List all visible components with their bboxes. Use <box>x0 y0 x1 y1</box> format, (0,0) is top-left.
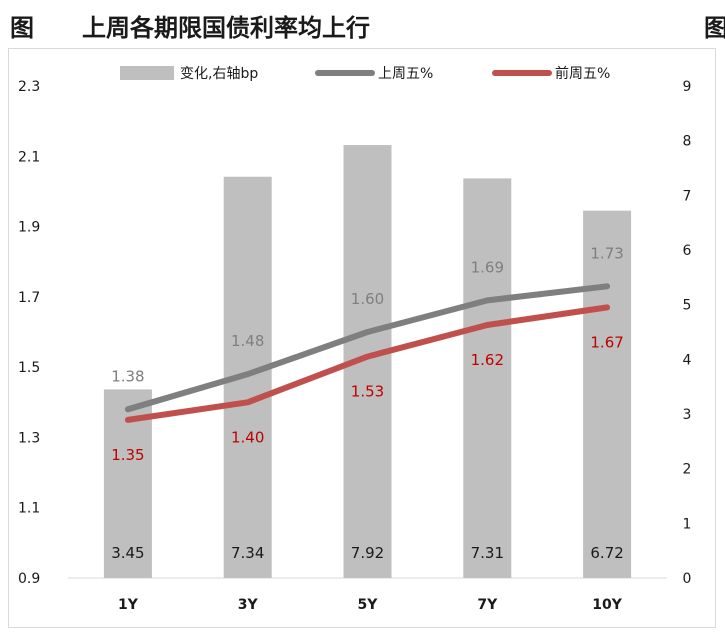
line-value-label-last-friday: 1.60 <box>351 290 384 308</box>
chart-title: 上周各期限国债利率均上行 <box>82 14 370 42</box>
left-axis-tick-label: 1.9 <box>18 220 40 236</box>
right-axis-tick-label: 5 <box>683 298 692 314</box>
bar-value-label: 3.45 <box>111 544 144 562</box>
bar-value-label: 7.92 <box>351 544 384 562</box>
right-axis-tick-label: 7 <box>683 188 692 204</box>
right-axis-tick-label: 1 <box>683 516 692 532</box>
line-value-label-prior-friday: 1.40 <box>231 428 264 446</box>
left-axis-tick-label: 0.9 <box>18 571 40 587</box>
next-figure-label: 图 <box>704 14 725 42</box>
line-value-label-prior-friday: 1.53 <box>351 383 384 401</box>
line-value-label-last-friday: 1.73 <box>590 244 623 262</box>
line-value-label-last-friday: 1.48 <box>231 332 264 350</box>
legend-label-bar: 变化,右轴bp <box>180 66 258 82</box>
bar-value-label: 7.34 <box>231 544 264 562</box>
legend-label-prior-friday: 前周五% <box>555 65 610 82</box>
line-value-label-last-friday: 1.38 <box>111 367 144 385</box>
x-axis-tick-label: 10Y <box>592 597 622 613</box>
bar <box>463 178 512 579</box>
left-axis-tick-label: 2.3 <box>18 79 40 95</box>
right-axis-tick-label: 6 <box>683 243 692 259</box>
figure-label: 图 <box>10 14 34 42</box>
bar-value-label: 6.72 <box>590 544 623 562</box>
left-axis-tick-label: 1.5 <box>18 360 40 376</box>
x-axis-tick-label: 5Y <box>358 597 379 613</box>
right-axis-tick-label: 9 <box>683 79 692 95</box>
chart-frame <box>8 48 716 628</box>
line-series-last-friday <box>124 283 611 413</box>
right-axis-tick-label: 8 <box>683 134 692 150</box>
x-axis-tick-label: 7Y <box>477 597 498 613</box>
left-axis-tick-label: 1.1 <box>18 501 40 517</box>
bar <box>583 210 632 578</box>
title-bar: 图 上周各期限国债利率均上行 图 <box>0 0 725 46</box>
line-value-label-prior-friday: 1.62 <box>471 351 504 369</box>
line-value-label-prior-friday: 1.67 <box>590 333 623 351</box>
x-axis-tick-label: 1Y <box>118 597 139 613</box>
right-axis-tick-label: 4 <box>683 352 692 368</box>
right-axis-tick-label: 3 <box>683 407 692 423</box>
x-axis-tick-label: 3Y <box>238 597 259 613</box>
legend-swatch-bar <box>120 66 174 80</box>
line-value-label-last-friday: 1.69 <box>471 258 504 276</box>
line-series-prior-friday <box>124 304 611 423</box>
bar-value-label: 7.31 <box>471 544 504 562</box>
left-axis-tick-label: 1.7 <box>18 290 40 306</box>
right-axis-tick-label: 0 <box>683 571 692 587</box>
left-axis-tick-label: 2.1 <box>18 149 40 165</box>
left-axis-tick-label: 1.3 <box>18 430 40 446</box>
legend-label-last-friday: 上周五% <box>378 66 433 82</box>
line-value-label-prior-friday: 1.35 <box>111 446 144 464</box>
right-axis-tick-label: 2 <box>683 462 692 478</box>
